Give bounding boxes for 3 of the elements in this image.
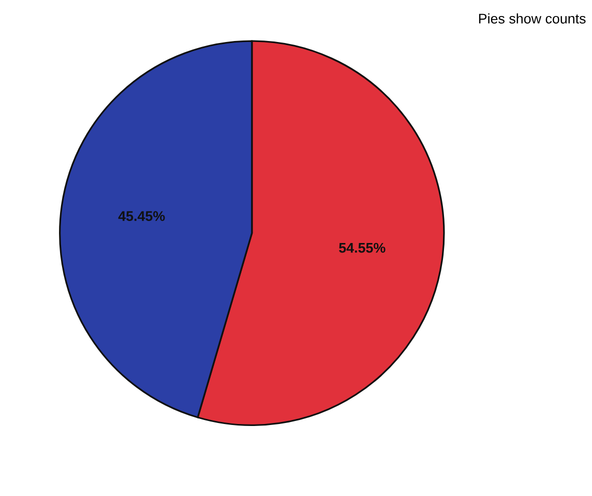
data-label: 54.55%	[339, 242, 386, 253]
data-label: 45.45%	[118, 211, 165, 221]
text: Pies show counts	[479, 13, 586, 24]
